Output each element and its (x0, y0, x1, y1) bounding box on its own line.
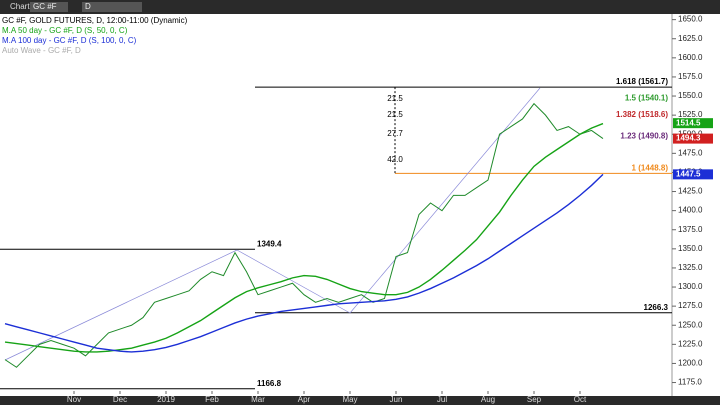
x-tick-label: Feb (205, 395, 219, 404)
auto-wave (4, 249, 238, 361)
y-tick-label: 1650.0 (678, 15, 703, 24)
y-tick-label: 1325.0 (678, 263, 703, 272)
wave-label: 21.5 (387, 94, 403, 103)
level-label: 1266.3 (644, 303, 669, 312)
y-tick-label: 1350.0 (678, 244, 703, 253)
auto-wave (236, 249, 351, 314)
status-bar (0, 396, 720, 405)
x-tick-label: Sep (527, 395, 542, 404)
price-line (4, 102, 604, 368)
x-tick-label: Mar (251, 395, 265, 404)
x-tick-label: May (342, 395, 357, 404)
x-tick-label: Apr (298, 395, 311, 404)
plot-area (0, 14, 672, 396)
wave-label: 21.5 (387, 110, 403, 119)
moving-average (4, 122, 604, 353)
x-tick-label: 2019 (157, 395, 175, 404)
x-tick-label: Aug (481, 395, 495, 404)
y-tick-label: 1250.0 (678, 320, 703, 329)
y-tick-label: 1400.0 (678, 206, 703, 215)
y-tick-label: 1300.0 (678, 282, 703, 291)
x-tick-label: Nov (67, 395, 81, 404)
toolbar (0, 0, 720, 14)
y-tick-label: 1475.0 (678, 148, 703, 157)
price-tag-label: 1494.3 (676, 134, 701, 143)
interval[interactable]: D (85, 2, 91, 11)
moving-average (4, 173, 604, 353)
level-label: 1166.8 (257, 379, 282, 388)
y-tick-label: 1175.0 (678, 378, 702, 387)
x-tick-label: Dec (113, 395, 127, 404)
level-label: 1.618 (1561.7) (616, 77, 668, 86)
legend-entry: M.A 50 day - GC #F, D (S, 50, 0, C) (2, 26, 128, 35)
level-label: 1.382 (1518.6) (616, 110, 668, 119)
level-label: 1.5 (1540.1) (625, 94, 668, 103)
y-tick-label: 1625.0 (678, 34, 703, 43)
legend-entry: Auto Wave - GC #F, D (2, 46, 81, 55)
y-tick-label: 1525.0 (678, 110, 703, 119)
price-tag (673, 169, 713, 180)
x-tick-label: Jun (390, 395, 403, 404)
price-tag (673, 118, 713, 129)
y-tick-label: 1225.0 (678, 339, 703, 348)
y-tick-label: 1575.0 (678, 72, 703, 81)
x-tick-label: Jul (437, 395, 447, 404)
symbol[interactable]: GC #F (33, 2, 57, 11)
y-tick-label: 1375.0 (678, 225, 703, 234)
legend-entry: M.A 100 day - GC #F, D (S, 100, 0, C) (2, 36, 137, 45)
symbol-box[interactable] (30, 2, 68, 12)
wave-label: 42.0 (387, 155, 403, 164)
level-label: 1349.4 (257, 239, 282, 248)
price-axis (672, 14, 720, 396)
y-tick-label: 1200.0 (678, 359, 703, 368)
legend-entry: GC #F, GOLD FUTURES, D, 12:00-11:00 (Dyn… (2, 16, 188, 25)
price-tag (673, 133, 713, 144)
interval-box[interactable] (82, 2, 142, 12)
price-tag-label: 1514.5 (676, 118, 701, 127)
level-label: 1.23 (1490.8) (620, 131, 668, 140)
y-tick-label: 1550.0 (678, 91, 703, 100)
price-tag-label: 1447.5 (676, 169, 701, 178)
wave-label: 27.7 (387, 129, 403, 138)
level-label: 1 (1448.8) (632, 163, 669, 172)
y-tick-label: 1425.0 (678, 187, 703, 196)
auto-wave (349, 87, 541, 314)
y-tick-label: 1275.0 (678, 301, 703, 310)
x-tick-label: Oct (574, 395, 587, 404)
y-tick-label: 1600.0 (678, 53, 703, 62)
window-title: Chart (10, 2, 30, 11)
